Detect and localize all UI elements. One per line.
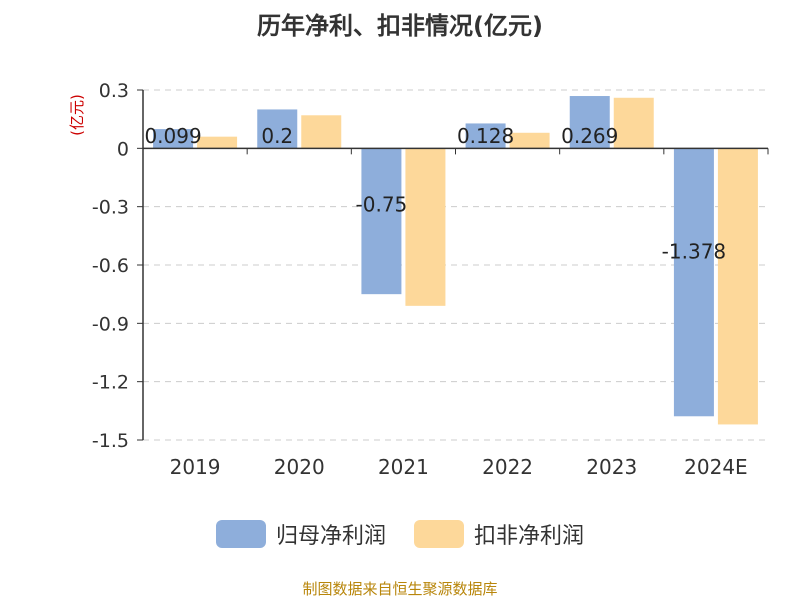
bar-deducted-profit	[509, 132, 550, 149]
x-tick-label: 2023	[586, 455, 637, 479]
legend-label-net-profit: 归母净利润	[275, 524, 386, 549]
x-tick-label: 2019	[170, 455, 221, 479]
y-tick-label: -1.5	[92, 430, 129, 452]
bar-deducted-profit	[405, 148, 446, 306]
legend-item-deducted-profit[interactable]: 扣非净利润	[414, 518, 584, 550]
legend-swatch-net-profit	[215, 520, 266, 548]
y-tick-label: -0.3	[92, 197, 129, 219]
legend-item-net-profit[interactable]: 归母净利润	[215, 518, 386, 550]
legend-swatch-deducted-profit	[414, 520, 464, 548]
y-tick-label: 0.3	[99, 80, 129, 102]
data-label: -1.378	[662, 239, 726, 263]
bar-net-profit	[569, 96, 610, 149]
data-label: 0.269	[561, 124, 618, 148]
x-tick-label: 2021	[378, 455, 429, 479]
bar-net-profit	[153, 129, 194, 149]
data-label: 0.099	[144, 124, 201, 148]
bar-net-profit	[257, 109, 298, 149]
x-tick-label: 2020	[274, 455, 325, 479]
source-note: 制图数据来自恒生聚源数据库	[302, 580, 498, 598]
data-label: 0.128	[457, 124, 514, 148]
bar-deducted-profit	[301, 115, 342, 149]
x-tick-label: 2024E	[684, 455, 748, 479]
bar-net-profit	[465, 123, 506, 149]
y-tick-label: -0.6	[92, 255, 129, 277]
data-label: -0.75	[356, 192, 408, 216]
bar-deducted-profit	[717, 148, 758, 425]
bar-deducted-profit	[197, 136, 238, 149]
y-tick-label: -1.2	[92, 372, 129, 394]
bar-net-profit	[673, 148, 714, 417]
bar-net-profit	[361, 148, 402, 295]
data-label: 0.2	[261, 124, 293, 148]
y-axis-label: (亿元)	[68, 94, 86, 136]
y-tick-label: -0.9	[92, 313, 129, 335]
chart-title: 历年净利、扣非情况(亿元)	[257, 12, 543, 40]
bar-deducted-profit	[613, 97, 654, 149]
legend-label-deducted-profit: 扣非净利润	[474, 524, 585, 549]
legend: 归母净利润 扣非净利润	[0, 518, 800, 550]
x-tick-label: 2022	[482, 455, 533, 479]
y-tick-label: 0	[117, 138, 129, 160]
